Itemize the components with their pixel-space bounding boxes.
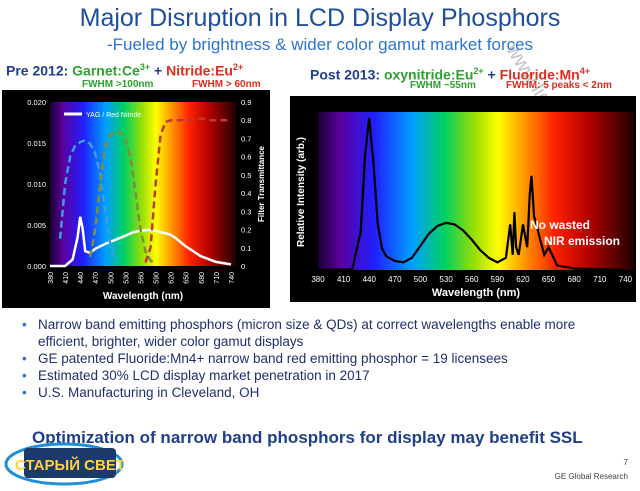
right-chart-panel: 380 410 440 470 500 530 560 590 620 650 680 710 740 … (290, 96, 636, 302)
right-x-tick-label: 650 (542, 275, 556, 284)
left-x-tick-label: 500 (108, 272, 115, 284)
right-x-tick-label: 560 (465, 275, 479, 284)
left-series-line-0 (50, 216, 232, 268)
left-header-garnet-sup: 3+ (139, 62, 151, 72)
left-y-tick-label: 0.010 (27, 180, 46, 189)
right-x-tick-label: 710 (593, 275, 607, 284)
left-header-nitride-sup: 2+ (232, 62, 244, 72)
right-x-tick-label: 470 (388, 275, 402, 284)
right-x-tick-label: 620 (516, 275, 530, 284)
left-series-line-2 (88, 129, 157, 266)
left-right-tick-label: 0.3 (241, 207, 251, 216)
left-right-tick-label: 0.4 (241, 189, 251, 198)
right-header-oxy: oxynitride:Eu (383, 66, 474, 83)
left-right-tick-label: 0 (241, 262, 245, 271)
right-fwhm-fluoride: FWHM: 5 peaks < 2nm (506, 80, 612, 91)
left-right-axis-label: Filter Transmittance (257, 145, 266, 222)
right-x-tick-label: 440 (363, 275, 377, 284)
left-spectrum-chart: 380 410 440 470 500 530 560 590 620 650 680 710 740 … (27, 98, 266, 302)
left-header: Pre 2012: Garnet:Ce3+ + Nitride:Eu2+ (6, 62, 243, 79)
left-header-garnet: Garnet:Ce (72, 62, 140, 79)
left-y-tick-label: 0.005 (27, 221, 46, 230)
bullet-item: Narrow band emitting phosphors (micron s… (22, 316, 622, 350)
right-y-axis-label: Relative Intensity (arb.) (296, 137, 307, 247)
right-header-plus: + (483, 66, 500, 83)
left-x-tick-label: 710 (214, 272, 221, 284)
bullet-item: GE patented Fluoride:Mn4+ narrow band re… (22, 350, 622, 367)
left-x-tick-label: 680 (199, 272, 206, 284)
left-right-tick-label: 0.5 (241, 171, 251, 180)
left-y-tick-label: 0.015 (27, 139, 46, 148)
logo-text: СТАРЫЙ СВЕТ (15, 456, 124, 474)
right-x-tick-label: 590 (491, 275, 505, 284)
right-x-tick-label: 680 (568, 275, 582, 284)
right-series-line-0 (317, 117, 626, 272)
logo: СТАРЫЙ СВЕТ (4, 440, 125, 486)
left-header-plus: + (150, 62, 167, 79)
right-annotation-line2: NIR emission (544, 234, 620, 248)
left-series-line-3 (144, 117, 231, 263)
left-x-tick-label: 590 (154, 272, 161, 284)
slide-title: Major Disruption in LCD Display Phosphor… (79, 4, 561, 32)
right-x-tick-label: 530 (439, 275, 453, 284)
right-spectrum-chart: 380 410 440 470 500 530 560 590 620 650 680 710 740 … (296, 112, 634, 299)
page-number: 7 (623, 458, 628, 467)
right-header-prefix: Post 2013: (310, 66, 381, 83)
left-legend-label: YAG / Red Nitride (86, 112, 141, 119)
slide-subtitle: -Fueled by brightness & wider color gamu… (106, 35, 534, 54)
bullet-item: U.S. Manufacturing in Cleveland, OH (22, 384, 622, 401)
right-x-tick-label: 380 (311, 275, 325, 284)
left-y-tick-label: 0.020 (27, 98, 46, 107)
footer-text: GE Global Research (554, 472, 628, 481)
left-x-tick-label: 410 (63, 272, 70, 284)
left-x-tick-label: 530 (123, 272, 130, 284)
right-header-oxy-sup: 2+ (473, 66, 484, 76)
right-header-fluoride-sup: 4+ (579, 66, 591, 76)
left-right-tick-label: 0.6 (241, 153, 251, 162)
left-x-tick-label: 470 (93, 272, 100, 284)
left-right-tick-label: 0.7 (241, 134, 251, 143)
right-header-fluoride: Fluoride:Mn (499, 66, 580, 83)
left-right-tick-label: 0.9 (241, 98, 251, 107)
left-chart-panel: 380 410 440 470 500 530 560 590 620 650 680 710 740 … (2, 90, 270, 308)
bottom-line-statement: Optimization of narrow band phosphors fo… (32, 428, 583, 447)
bullet-list: Narrow band emitting phosphors (micron s… (22, 316, 622, 401)
bullet-item: Estimated 30% LCD display market penetra… (22, 367, 622, 384)
left-x-tick-label: 740 (229, 272, 236, 284)
right-fwhm-oxy: FWHM ~55nm (410, 80, 476, 91)
right-x-tick-label: 500 (414, 275, 428, 284)
left-fwhm-garnet: FWHM >100nm (82, 79, 154, 90)
left-x-tick-label: 620 (169, 272, 176, 284)
right-x-tick-label: 740 (619, 275, 633, 284)
logo-graphic: СТАРЫЙ СВЕТ (4, 442, 125, 486)
left-x-tick-label: 380 (48, 272, 55, 284)
left-header-prefix: Pre 2012: (6, 62, 69, 79)
left-series-line-1 (58, 138, 117, 263)
left-right-tick-label: 0.1 (241, 244, 251, 253)
left-x-tick-label: 650 (184, 272, 191, 284)
left-fwhm-nitride: FWHM > 60nm (192, 79, 261, 90)
left-x-tick-label: 440 (78, 272, 85, 284)
right-annotation-line1: No wasted (530, 218, 590, 232)
left-y-tick-label: 0.000 (27, 262, 46, 271)
right-header: Post 2013: oxynitride:Eu2+ + Fluoride:Mn… (310, 66, 590, 83)
left-x-axis-label: Wavelength (nm) (103, 291, 183, 302)
left-header-nitride: Nitride:Eu (166, 62, 233, 79)
right-x-axis-label: Wavelength (nm) (432, 287, 521, 299)
right-x-tick-label: 410 (337, 275, 351, 284)
left-x-tick-label: 560 (138, 272, 145, 284)
left-right-tick-label: 0.8 (241, 116, 251, 125)
left-right-tick-label: 0.2 (241, 226, 251, 235)
